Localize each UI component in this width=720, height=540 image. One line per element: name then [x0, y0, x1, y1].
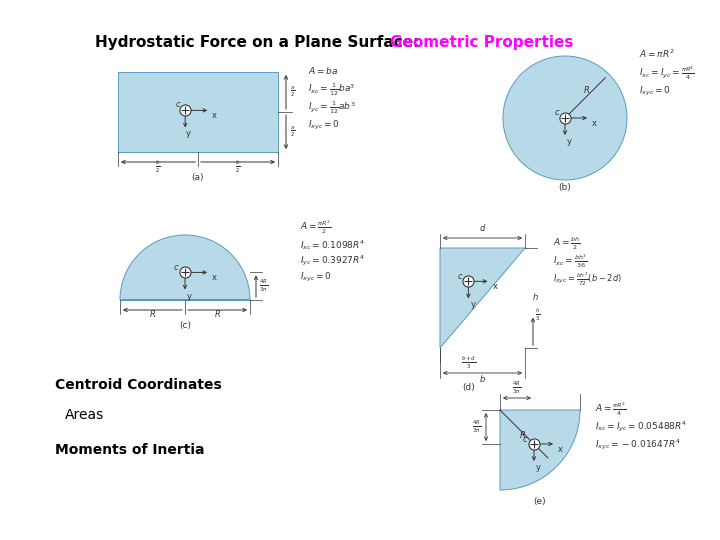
Text: b: b	[480, 375, 485, 384]
Text: $I_{xyc} = 0$: $I_{xyc} = 0$	[300, 272, 332, 285]
Bar	[118, 72, 278, 152]
Text: $A = \frac{\pi R^2}{2}$: $A = \frac{\pi R^2}{2}$	[300, 219, 331, 236]
Text: Hydrostatic Force on a Plane Surface:: Hydrostatic Force on a Plane Surface:	[95, 35, 425, 50]
Text: $I_{xc} = I_{yc} = \frac{\pi R^4}{4}$: $I_{xc} = I_{yc} = \frac{\pi R^4}{4}$	[639, 64, 695, 82]
Text: Centroid Coordinates: Centroid Coordinates	[55, 378, 222, 392]
Text: y: y	[187, 293, 192, 301]
Text: c: c	[457, 272, 462, 281]
Text: x: x	[212, 111, 217, 120]
Text: R: R	[520, 431, 526, 440]
Text: $I_{xc} = \frac{bh^3}{36}$: $I_{xc} = \frac{bh^3}{36}$	[553, 253, 588, 270]
Text: Geometric Properties: Geometric Properties	[390, 35, 573, 50]
Polygon shape	[120, 235, 250, 300]
Text: $\frac{a}{2}$: $\frac{a}{2}$	[290, 125, 295, 139]
Text: $I_{xyc} = \frac{bh^2}{72}(b-2d)$: $I_{xyc} = \frac{bh^2}{72}(b-2d)$	[553, 271, 622, 288]
Text: $I_{xc} = I_{yc} = 0.05488R^4$: $I_{xc} = I_{yc} = 0.05488R^4$	[595, 420, 687, 435]
Text: x: x	[492, 282, 498, 292]
Text: $\frac{a}{2}$: $\frac{a}{2}$	[290, 85, 295, 99]
Text: d: d	[480, 224, 485, 233]
Text: y: y	[186, 130, 192, 138]
Text: (c): (c)	[179, 321, 191, 330]
Text: x: x	[592, 119, 597, 128]
Text: R: R	[215, 310, 220, 319]
Text: $\frac{b+d}{3}$: $\frac{b+d}{3}$	[461, 355, 476, 371]
Text: (e): (e)	[534, 497, 546, 506]
Text: Areas: Areas	[65, 408, 104, 422]
Text: y: y	[470, 300, 475, 309]
Text: $I_{yc} = 0.3927R^4$: $I_{yc} = 0.3927R^4$	[300, 254, 365, 268]
Text: $I_{xyc} = 0$: $I_{xyc} = 0$	[308, 119, 340, 132]
Text: $I_{xyc} = -0.01647R^4$: $I_{xyc} = -0.01647R^4$	[595, 438, 680, 453]
Text: y: y	[536, 463, 541, 472]
Text: $A = \frac{bh}{2}$: $A = \frac{bh}{2}$	[553, 235, 581, 252]
Text: R: R	[150, 310, 156, 319]
Text: $\frac{h}{3}$: $\frac{h}{3}$	[535, 307, 541, 323]
Text: $\frac{b}{2}$: $\frac{b}{2}$	[156, 159, 161, 175]
Text: $I_{yc} = \frac{1}{12}ab^3$: $I_{yc} = \frac{1}{12}ab^3$	[308, 99, 356, 116]
Polygon shape	[500, 410, 580, 490]
Text: $\frac{4R}{3\pi}$: $\frac{4R}{3\pi}$	[472, 419, 481, 435]
Circle shape	[503, 56, 627, 180]
Text: $\frac{b}{2}$: $\frac{b}{2}$	[235, 159, 240, 175]
Text: x: x	[212, 273, 217, 282]
Text: c: c	[555, 108, 559, 117]
Text: $I_{xc} = 0.1098R^4$: $I_{xc} = 0.1098R^4$	[300, 238, 365, 252]
Polygon shape	[440, 248, 525, 348]
Text: c: c	[523, 435, 528, 444]
Text: $I_{xyc} = 0$: $I_{xyc} = 0$	[639, 85, 671, 98]
Text: $A = \frac{\pi R^2}{4}$: $A = \frac{\pi R^2}{4}$	[595, 401, 626, 418]
Text: (d): (d)	[462, 383, 474, 392]
Text: c: c	[175, 100, 180, 110]
Text: R: R	[584, 86, 590, 95]
Text: $A = ba$: $A = ba$	[308, 65, 338, 76]
Text: x: x	[558, 445, 563, 454]
Text: (a): (a)	[192, 173, 204, 182]
Text: $A = \pi R^2$: $A = \pi R^2$	[639, 48, 675, 60]
Text: $I_{xc} = \frac{1}{12}ba^3$: $I_{xc} = \frac{1}{12}ba^3$	[308, 82, 356, 98]
Text: h: h	[533, 294, 539, 302]
Text: $\frac{4R}{3\pi}$: $\frac{4R}{3\pi}$	[513, 380, 521, 396]
Text: Moments of Inertia: Moments of Inertia	[55, 443, 204, 457]
Text: y: y	[567, 137, 572, 146]
Text: $\frac{4R}{3\pi}$: $\frac{4R}{3\pi}$	[259, 278, 268, 294]
Text: c: c	[174, 264, 179, 272]
Text: (b): (b)	[559, 183, 572, 192]
